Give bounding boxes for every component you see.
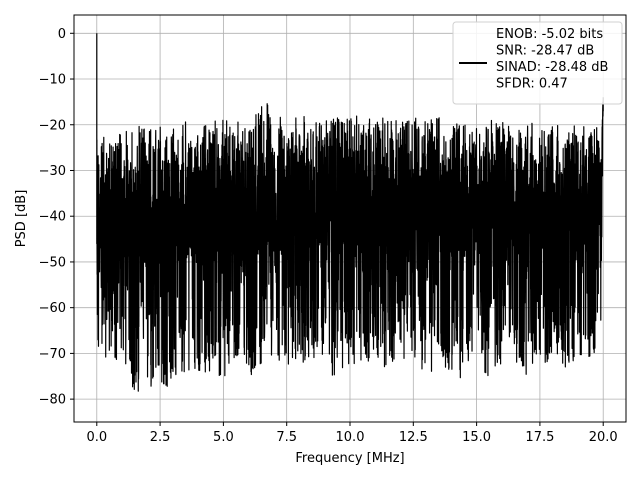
y-tick-label: −60 (39, 301, 66, 316)
legend-entry-line: SFDR: 0.47 (496, 77, 568, 92)
x-tick-label: 7.5 (276, 430, 297, 445)
y-tick-label: 0 (58, 27, 66, 42)
x-tick-label: 10.0 (336, 430, 365, 445)
legend-entry-line: SINAD: -28.48 dB (496, 60, 608, 75)
x-tick-label: 5.0 (213, 430, 234, 445)
x-tick-label: 20.0 (589, 430, 618, 445)
y-tick-label: −40 (39, 210, 66, 225)
y-tick-label: −10 (39, 73, 66, 88)
legend-box (452, 21, 623, 105)
psd-series (96, 33, 604, 392)
y-axis-label: PSD [dB] (14, 190, 29, 248)
axis-ticks: 0.0 2.5 5.0 7.5 10.0 12.5 15.0 17.5 20.0 0 −10 −20 −… (39, 27, 618, 445)
x-tick-label: 12.5 (399, 430, 428, 445)
legend-entry-line: SNR: -28.47 dB (496, 44, 594, 59)
y-tick-label: −70 (39, 347, 66, 362)
legend-entry-line: ENOB: -5.02 bits (496, 27, 603, 42)
x-tick-label: 0.0 (86, 430, 107, 445)
x-tick-label: 2.5 (150, 430, 171, 445)
psd-line (96, 33, 604, 392)
y-tick-label: −30 (39, 164, 66, 179)
x-tick-label: 15.0 (462, 430, 491, 445)
y-tick-label: −50 (39, 255, 66, 270)
y-tick-label: −20 (39, 118, 66, 133)
y-tick-label: −80 (39, 393, 66, 408)
x-tick-label: 17.5 (525, 430, 554, 445)
x-axis-label: Frequency [MHz] (295, 451, 404, 466)
